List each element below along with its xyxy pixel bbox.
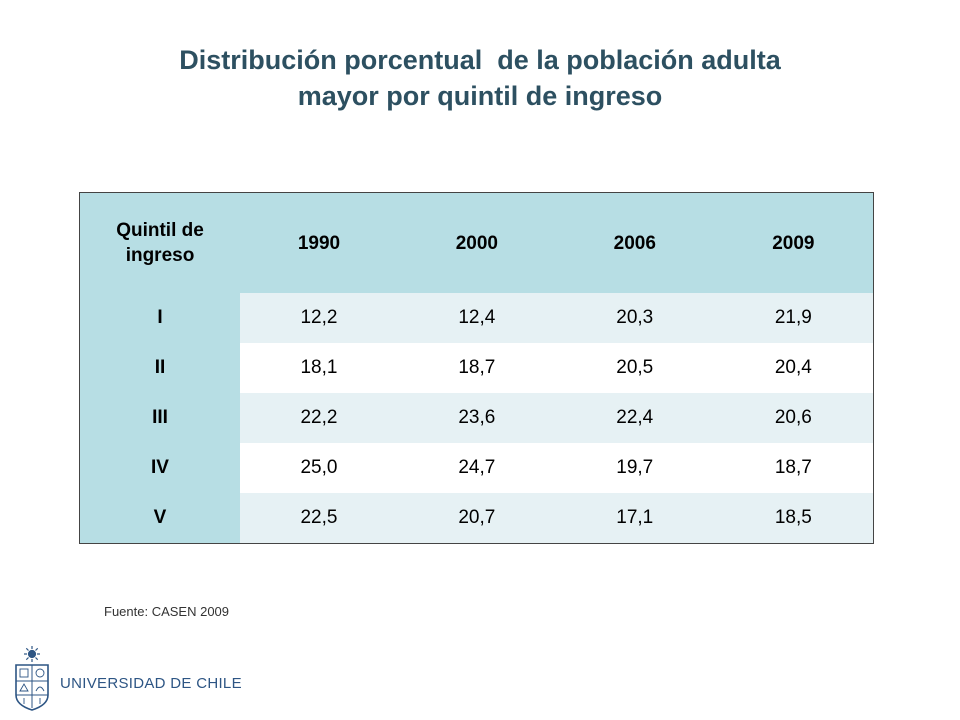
table-cell: 17,1 xyxy=(555,493,714,544)
table-cell: 22,5 xyxy=(240,493,398,544)
table-row: I 12,2 12,4 20,3 21,9 xyxy=(79,293,874,343)
table-cell: 19,7 xyxy=(555,443,714,493)
row-label: V xyxy=(79,493,240,544)
header-quintil-line-2: ingreso xyxy=(125,245,195,266)
header-year-2009: 2009 xyxy=(713,192,874,293)
income-quintile-table: Quintil de ingreso 1990 2000 2006 2009 I… xyxy=(79,192,874,544)
table-row: IV 25,0 24,7 19,7 18,7 xyxy=(79,443,874,493)
table-cell: 12,2 xyxy=(240,293,398,343)
table-cell: 20,7 xyxy=(397,493,556,544)
table-cell: 12,4 xyxy=(397,293,556,343)
table-row: II 18,1 18,7 20,5 20,4 xyxy=(79,343,874,393)
header-quintil: Quintil de ingreso xyxy=(79,192,240,293)
row-label: III xyxy=(79,393,240,443)
table-cell: 18,1 xyxy=(240,343,398,393)
table-cell: 22,2 xyxy=(240,393,398,443)
page-title: Distribución porcentual de la población … xyxy=(60,42,900,114)
header-year-1990: 1990 xyxy=(240,192,398,293)
table-cell: 22,4 xyxy=(555,393,714,443)
title-line-2: mayor por quintil de ingreso xyxy=(297,81,663,111)
header-quintil-line-1: Quintil de xyxy=(116,220,204,241)
table-cell: 18,5 xyxy=(713,493,874,544)
table-row: III 22,2 23,6 22,4 20,6 xyxy=(79,393,874,443)
table-row: V 22,5 20,7 17,1 18,5 xyxy=(79,493,874,544)
header-year-2000: 2000 xyxy=(397,192,556,293)
table-cell: 20,5 xyxy=(555,343,714,393)
table-cell: 24,7 xyxy=(397,443,556,493)
table-cell: 23,6 xyxy=(397,393,556,443)
table-cell: 18,7 xyxy=(713,443,874,493)
university-crest-icon xyxy=(15,646,49,711)
source-note: Fuente: CASEN 2009 xyxy=(104,604,230,619)
table-cell: 21,9 xyxy=(713,293,874,343)
row-label: I xyxy=(79,293,240,343)
table-cell: 20,3 xyxy=(555,293,714,343)
university-name: UNIVERSIDAD DE CHILE xyxy=(60,674,242,692)
table-cell: 20,4 xyxy=(713,343,874,393)
table-cell: 25,0 xyxy=(240,443,398,493)
title-line-1: Distribución porcentual de la población … xyxy=(179,45,781,75)
table-header-row: Quintil de ingreso 1990 2000 2006 2009 xyxy=(79,192,874,293)
university-logo: UNIVERSIDAD DE CHILE xyxy=(12,646,242,711)
table-cell: 20,6 xyxy=(713,393,874,443)
row-label: IV xyxy=(79,443,240,493)
table-cell: 18,7 xyxy=(397,343,556,393)
header-year-2006: 2006 xyxy=(555,192,714,293)
row-label: II xyxy=(79,343,240,393)
